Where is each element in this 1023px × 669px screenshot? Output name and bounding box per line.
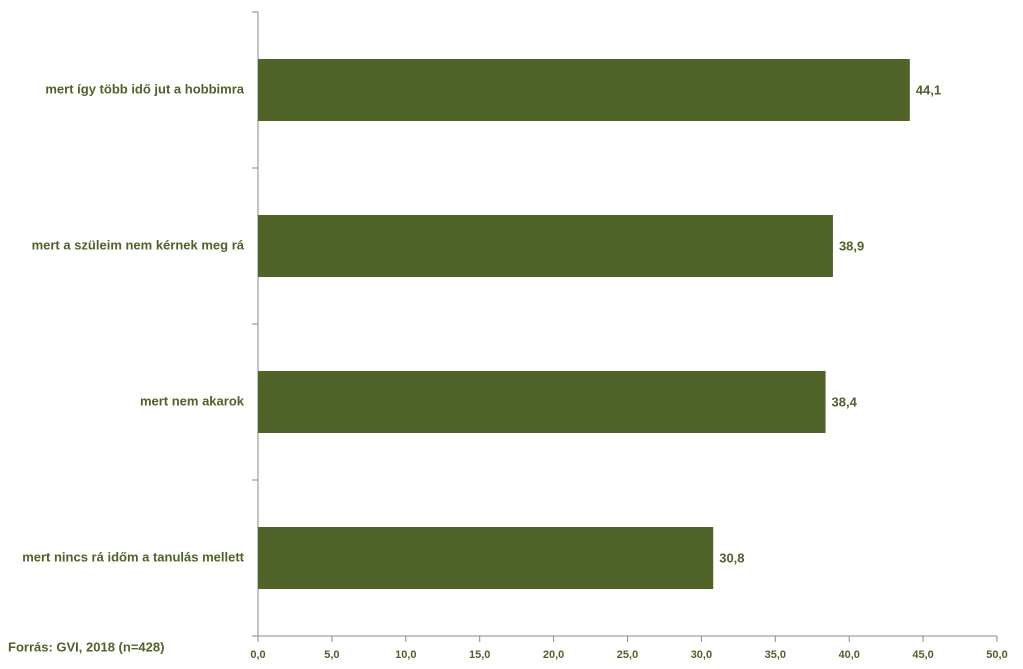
value-label: 38,4 [832, 394, 858, 409]
y-tick-label: mert nem akarok [140, 393, 245, 408]
x-tick-label: 35,0 [765, 649, 786, 661]
y-tick-label: mert a szüleim nem kérnek meg rá [32, 237, 245, 252]
bar [258, 527, 714, 589]
x-tick-label: 0,0 [250, 649, 265, 661]
value-label: 44,1 [916, 82, 941, 97]
value-label: 30,8 [719, 550, 744, 565]
x-tick-label: 40,0 [838, 649, 859, 661]
bar [258, 215, 833, 277]
value-label: 38,9 [839, 238, 864, 253]
bar [258, 371, 826, 433]
x-tick-label: 45,0 [912, 649, 933, 661]
source-note: Forrás: GVI, 2018 (n=428) [8, 639, 164, 654]
y-tick-label: mert nincs rá időm a tanulás mellett [22, 549, 244, 564]
bar [258, 59, 910, 121]
x-tick-label: 10,0 [395, 649, 416, 661]
x-tick-label: 25,0 [617, 649, 638, 661]
x-tick-label: 15,0 [469, 649, 490, 661]
x-tick-label: 5,0 [324, 649, 339, 661]
x-tick-label: 50,0 [986, 649, 1007, 661]
x-tick-label: 20,0 [543, 649, 564, 661]
y-tick-label: mert így több idő jut a hobbimra [45, 81, 244, 96]
x-tick-label: 30,0 [691, 649, 712, 661]
